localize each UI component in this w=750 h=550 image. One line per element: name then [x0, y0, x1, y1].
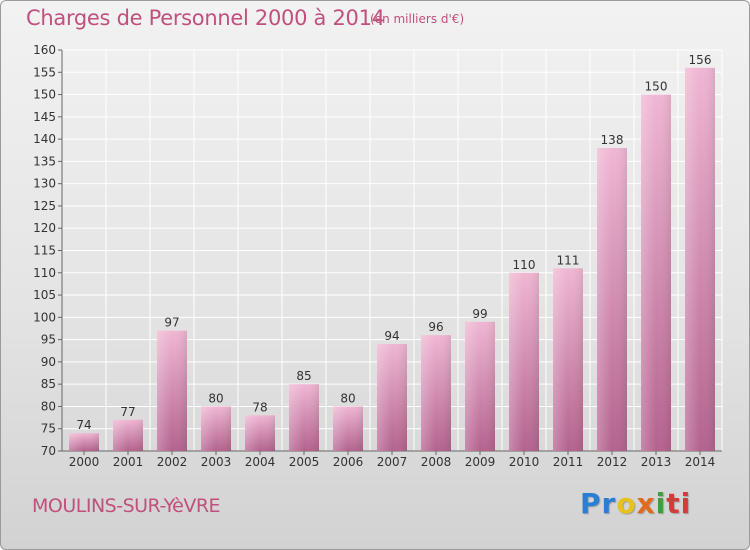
data-label: 97 — [164, 316, 179, 330]
data-label: 94 — [384, 329, 399, 343]
bar-shade — [157, 330, 187, 451]
x-tick-label: 2010 — [509, 455, 540, 469]
y-tick-label: 120 — [33, 221, 56, 235]
x-tick-label: 2007 — [377, 455, 408, 469]
bar-shade — [69, 433, 99, 451]
y-tick-label: 105 — [33, 288, 56, 302]
city-name: MOULINS-SUR-YèVRE — [32, 495, 221, 517]
data-label: 78 — [252, 400, 267, 414]
x-tick-label: 2006 — [333, 455, 364, 469]
bar-shade — [377, 344, 407, 451]
data-label: 138 — [601, 133, 624, 147]
chart-title: Charges de Personnel 2000 à 2014 — [26, 6, 385, 30]
x-tick-label: 2005 — [289, 455, 320, 469]
bar-shade — [509, 272, 539, 451]
bar-shade — [113, 419, 143, 451]
y-tick-label: 155 — [33, 65, 56, 79]
y-tick-label: 100 — [33, 310, 56, 324]
data-label: 80 — [340, 391, 355, 405]
bar-shade — [289, 384, 319, 451]
x-tick-label: 2011 — [553, 455, 584, 469]
bars — [69, 67, 715, 452]
proxiti-logo[interactable]: Proxiti — [580, 487, 691, 520]
y-tick-label: 125 — [33, 199, 56, 213]
bar-shade — [553, 268, 583, 451]
data-label: 80 — [208, 391, 223, 405]
data-label: 96 — [428, 320, 443, 334]
x-tick-label: 2003 — [201, 455, 232, 469]
data-label: 74 — [76, 418, 91, 432]
bar-shade — [421, 335, 451, 451]
y-tick-label: 80 — [41, 399, 56, 413]
y-tick-label: 110 — [33, 266, 56, 280]
data-labels: 74 77 97 80 78 85 80 94 96 99 110 111 138 150 156 — [76, 53, 711, 432]
x-tick-label: 2014 — [685, 455, 716, 469]
y-tick-label: 140 — [33, 132, 56, 146]
y-tick-label: 85 — [41, 377, 56, 391]
data-label: 111 — [557, 253, 580, 267]
x-tick-label: 2008 — [421, 455, 452, 469]
data-label: 77 — [120, 405, 135, 419]
axes: 70 75 80 85 90 95 100 105 110 115 120 125 130 135 140 1… — [33, 43, 722, 469]
bar-shade — [641, 94, 671, 452]
logo-part: o — [616, 487, 637, 520]
data-label: 85 — [296, 369, 311, 383]
bar-shade — [245, 415, 275, 451]
y-tick-label: 90 — [41, 355, 56, 369]
data-label: 110 — [513, 258, 536, 272]
x-tick-label: 2001 — [113, 455, 144, 469]
chart-unit: (en milliers d'€) — [370, 12, 465, 26]
bar-shade — [465, 321, 495, 451]
y-tick-label: 145 — [33, 110, 56, 124]
y-tick-label: 95 — [41, 333, 56, 347]
x-tick-label: 2000 — [69, 455, 100, 469]
logo-part: ti — [666, 487, 692, 520]
x-tick-label: 2004 — [245, 455, 276, 469]
y-tick-label: 150 — [33, 88, 56, 102]
y-tick-label: 70 — [41, 444, 56, 458]
logo-part: x — [636, 487, 656, 520]
x-tick-label: 2013 — [641, 455, 672, 469]
y-tick-label: 75 — [41, 422, 56, 436]
y-tick-label: 160 — [33, 43, 56, 57]
data-label: 156 — [689, 53, 712, 67]
data-label: 150 — [645, 80, 668, 94]
bar-shade — [201, 406, 231, 451]
x-tick-label: 2009 — [465, 455, 496, 469]
y-tick-label: 135 — [33, 154, 56, 168]
bar-shade — [597, 148, 627, 451]
y-tick-label: 130 — [33, 177, 56, 191]
x-tick-label: 2012 — [597, 455, 628, 469]
y-tick-label: 115 — [33, 244, 56, 258]
bar-shade — [685, 67, 715, 452]
data-label: 99 — [472, 307, 487, 321]
x-tick-label: 2002 — [157, 455, 188, 469]
logo-part: i — [655, 487, 667, 520]
bar-shade — [333, 406, 363, 451]
logo-part: Pr — [580, 487, 617, 520]
